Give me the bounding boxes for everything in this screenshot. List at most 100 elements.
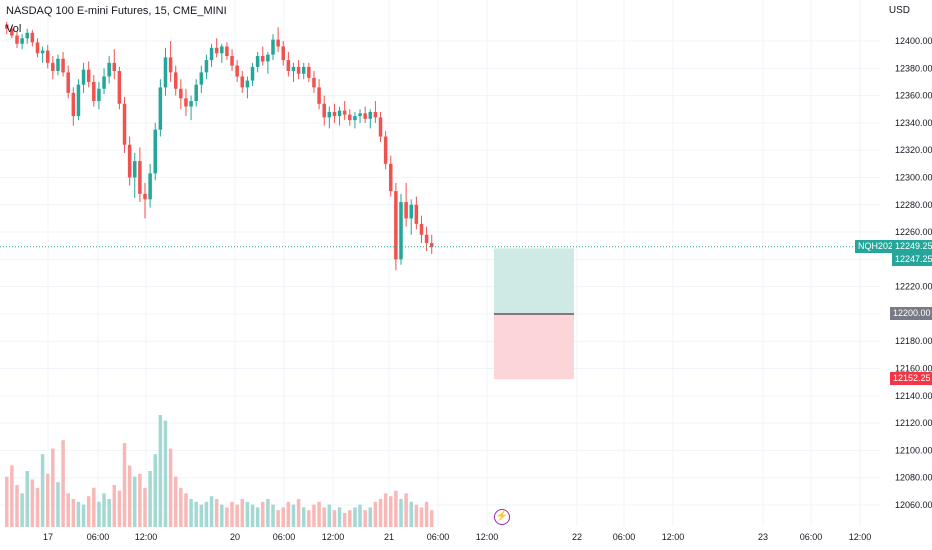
- candle-body: [307, 66, 311, 78]
- price-tick-label: 12100.00: [895, 445, 932, 455]
- volume-bar: [122, 443, 127, 527]
- candle-body: [107, 62, 111, 77]
- volume-bar: [394, 490, 398, 527]
- volume-bar: [173, 476, 178, 527]
- candle-body: [409, 204, 413, 219]
- volume-bar: [399, 499, 403, 527]
- candle-body: [353, 116, 357, 121]
- volume-bar: [81, 504, 86, 527]
- candle-body: [276, 39, 280, 47]
- volume-bar: [363, 510, 367, 527]
- candle-body: [373, 111, 378, 118]
- volume-bar: [97, 501, 101, 527]
- volume-bar: [235, 504, 239, 527]
- volume-bar: [230, 501, 234, 527]
- volume-bar: [148, 471, 152, 527]
- target-zone: [494, 248, 574, 314]
- volume-bar: [322, 507, 326, 527]
- candle-body: [389, 163, 393, 192]
- last-price-tag: 12249.25: [892, 239, 932, 253]
- candle-body: [261, 56, 265, 62]
- volume-bar: [15, 485, 19, 527]
- volume-bar: [92, 487, 96, 527]
- currency-label[interactable]: USD: [888, 5, 910, 16]
- volume-bar: [138, 473, 142, 527]
- candle-body: [35, 42, 40, 54]
- candle-body: [30, 32, 35, 43]
- price-tick-label: 12220.00: [895, 282, 932, 292]
- time-tick-label: 06:00: [273, 532, 296, 542]
- volume-bar: [424, 501, 429, 527]
- lightning-icon[interactable]: ⚡: [494, 509, 510, 525]
- volume-bar: [133, 476, 137, 527]
- candle-body: [92, 81, 96, 102]
- volume-bar: [414, 504, 419, 527]
- volume-bar: [261, 501, 265, 527]
- price-tick-label: 12080.00: [895, 473, 932, 483]
- candle-body: [102, 76, 106, 89]
- candle-body: [117, 71, 122, 104]
- volume-bar: [250, 504, 255, 527]
- volume-bar: [291, 504, 296, 527]
- candle-body: [194, 84, 198, 102]
- volume-bar: [189, 499, 193, 527]
- time-tick-label: 06:00: [87, 532, 110, 542]
- time-tick-label: 23: [758, 532, 768, 542]
- volume-bar: [10, 465, 14, 527]
- volume-bar: [199, 504, 204, 527]
- volume-bar: [429, 510, 434, 527]
- candle-body: [404, 202, 408, 219]
- candle-body: [225, 46, 229, 57]
- volume-bar: [86, 496, 91, 527]
- candle-body: [266, 54, 270, 62]
- volume-bar: [358, 504, 362, 527]
- time-tick-label: 20: [230, 532, 240, 542]
- price-tick-label: 12400.00: [895, 36, 932, 46]
- time-axis[interactable]: 17 06:00 12:00 20 06:00 12:00 21 06:00 12:00 22 06…: [43, 532, 871, 542]
- risk-reward-zones[interactable]: [494, 248, 574, 380]
- candle-body: [112, 62, 117, 72]
- entry-price-tag: 12200.00: [890, 306, 932, 320]
- candle-body: [163, 57, 168, 88]
- candle-body: [419, 223, 424, 235]
- volume-bar: [194, 501, 198, 527]
- candle-body: [40, 50, 45, 54]
- candle-body: [368, 111, 373, 119]
- candle-body: [301, 66, 306, 74]
- symbol-title[interactable]: NASDAQ 100 E-mini Futures, 15, CME_MINI: [6, 5, 227, 17]
- price-tick-label: 12260.00: [895, 227, 932, 237]
- volume-indicator-label[interactable]: Vol: [6, 23, 22, 35]
- volume-bar: [271, 504, 275, 527]
- candle-body: [51, 62, 55, 72]
- price-tick-label: 12360.00: [895, 91, 932, 101]
- candle-body: [250, 66, 255, 81]
- candle-body: [138, 161, 142, 194]
- price-tick-label: 12300.00: [895, 172, 932, 182]
- symbol-price-tag: NQH2023: [855, 239, 902, 253]
- price-tick-label: 12160.00: [895, 364, 932, 374]
- volume-bar: [276, 510, 280, 527]
- candle-body: [424, 234, 429, 243]
- candle-body: [199, 72, 204, 85]
- volume-bar: [281, 507, 285, 527]
- candle-body: [342, 110, 347, 115]
- candle-body: [204, 60, 209, 73]
- price-axis[interactable]: 12400.00 12380.00 12360.00 12340.00 12320.00…: [895, 36, 932, 510]
- time-tick-label: 06:00: [800, 532, 823, 542]
- volume-bar: [225, 507, 229, 527]
- volume-bar: [179, 487, 183, 527]
- volume-bar: [348, 510, 352, 527]
- candlesticks: [5, 21, 434, 271]
- time-tick-label: 12:00: [662, 532, 685, 542]
- candle-body: [399, 202, 403, 260]
- stop-price-tag: 12152.25: [890, 372, 932, 386]
- time-tick-label: 12:00: [322, 532, 345, 542]
- volume-bar: [307, 510, 311, 527]
- volume-bar: [266, 499, 270, 527]
- candle-body: [20, 38, 24, 44]
- candle-body: [332, 111, 337, 117]
- candle-body: [255, 56, 260, 67]
- time-tick-label: 06:00: [613, 532, 636, 542]
- volume-bar: [143, 487, 147, 527]
